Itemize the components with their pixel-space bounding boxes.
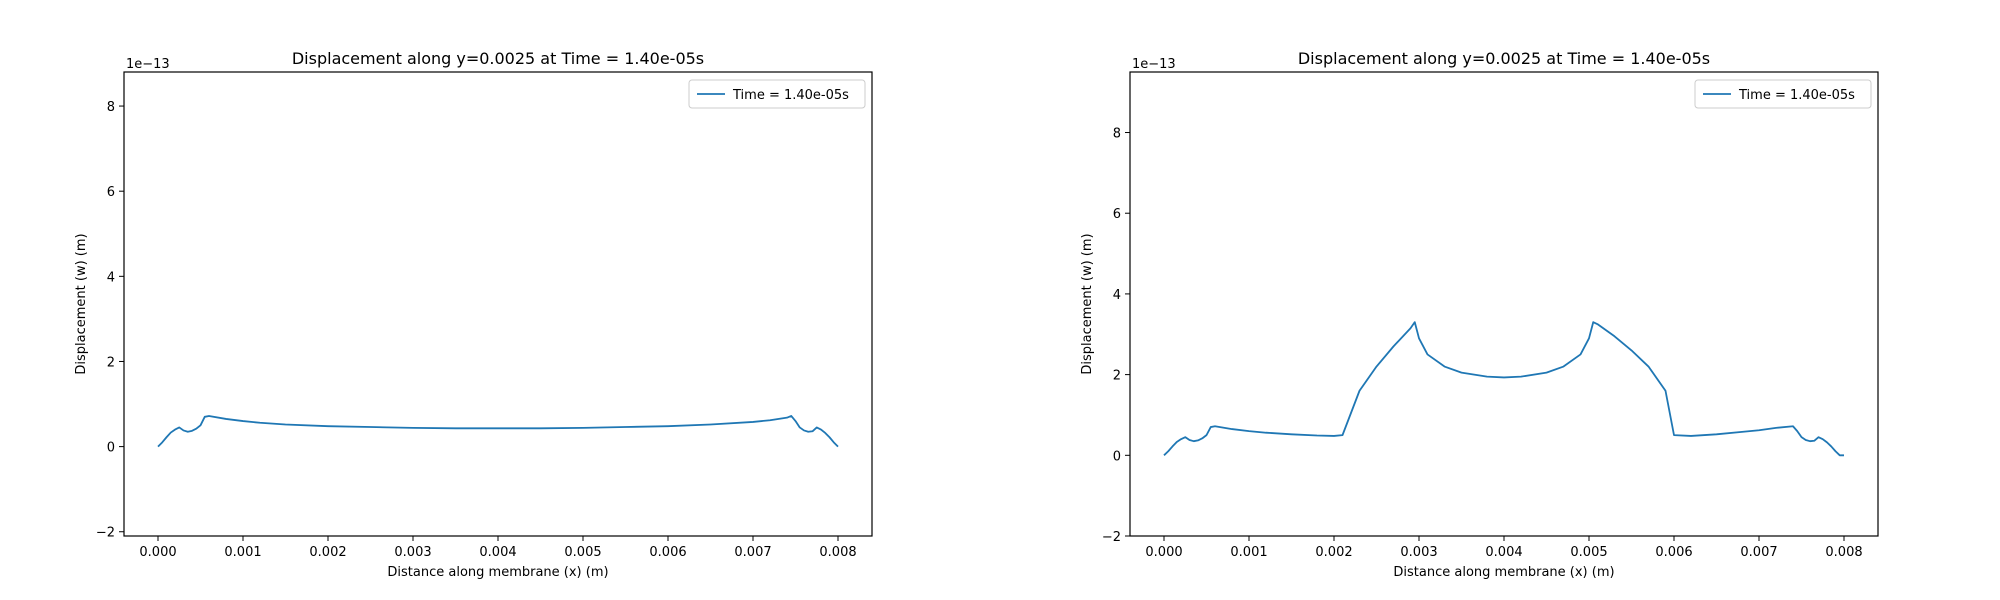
y-tick-label: −2 [96, 526, 115, 541]
y-tick-label: −2 [1102, 530, 1121, 545]
plot-frame [123, 71, 873, 537]
y-tick-label: 8 [1113, 127, 1121, 142]
x-tick-label: 0.007 [734, 545, 771, 560]
chart-title: Displacement along y=0.0025 at Time = 1.… [292, 49, 704, 68]
x-tick-label: 0.002 [1315, 545, 1352, 560]
x-tick-label: 0.001 [1230, 545, 1267, 560]
x-tick-label: 0.005 [564, 545, 601, 560]
x-axis-label: Distance along membrane (x) (m) [387, 565, 608, 580]
y-tick-label: 0 [1113, 449, 1121, 464]
x-tick-label: 0.002 [309, 545, 346, 560]
x-tick-label: 0.004 [479, 545, 516, 560]
x-ticks: 0.000 0.001 0.002 0.003 0.004 0.005 0.006 0.007… [1145, 536, 1863, 560]
legend-label: Time = 1.40e-05s [1738, 88, 1855, 103]
legend-box [688, 79, 866, 109]
series-lines [1163, 321, 1844, 457]
y-offset-label: 1e−13 [1132, 57, 1176, 72]
chart-panel-2: Displacement along y=0.0025 at Time = 1.… [1080, 49, 1879, 580]
legend: Time = 1.40e-05s [1694, 79, 1872, 109]
y-tick-label: 2 [107, 355, 115, 370]
y-tick-label: 6 [1113, 207, 1121, 222]
x-tick-label: 0.006 [649, 545, 686, 560]
x-tick-label: 0.000 [1145, 545, 1182, 560]
x-tick-label: 0.007 [1740, 545, 1777, 560]
y-tick-label: 2 [1113, 369, 1121, 384]
y-tick-label: 8 [107, 100, 115, 115]
series-line [157, 415, 839, 448]
x-tick-label: 0.008 [1825, 545, 1862, 560]
chart-title: Displacement along y=0.0025 at Time = 1.… [1298, 49, 1710, 68]
y-tick-label: 4 [1113, 288, 1121, 303]
x-ticks: 0.000 0.001 0.002 0.003 0.004 0.005 0.006 0.007… [139, 536, 857, 560]
series-line [1163, 321, 1844, 457]
y-tick-label: 0 [107, 441, 115, 456]
y-ticks: −2 0 2 4 6 8 [1102, 127, 1130, 545]
y-tick-label: 6 [107, 185, 115, 200]
y-axis-label: Displacement (w) (m) [74, 233, 89, 374]
x-tick-label: 0.004 [1485, 545, 1522, 560]
x-tick-label: 0.005 [1570, 545, 1607, 560]
legend-box [1694, 79, 1872, 109]
x-tick-label: 0.000 [139, 545, 176, 560]
y-tick-label: 4 [107, 270, 115, 285]
y-axis-label: Displacement (w) (m) [1080, 233, 1095, 374]
chart-panel-1: Displacement along y=0.0025 at Time = 1.… [74, 49, 873, 580]
x-axis-label: Distance along membrane (x) (m) [1393, 565, 1614, 580]
x-tick-label: 0.003 [1400, 545, 1437, 560]
x-tick-label: 0.006 [1655, 545, 1692, 560]
y-offset-label: 1e−13 [126, 57, 170, 72]
x-tick-label: 0.003 [394, 545, 431, 560]
plot-frame [1129, 71, 1879, 537]
x-tick-label: 0.008 [819, 545, 856, 560]
legend-label: Time = 1.40e-05s [732, 88, 849, 103]
legend: Time = 1.40e-05s [688, 79, 866, 109]
series-lines [157, 415, 839, 448]
x-tick-label: 0.001 [224, 545, 261, 560]
y-ticks: −2 0 2 4 6 8 [96, 100, 124, 541]
